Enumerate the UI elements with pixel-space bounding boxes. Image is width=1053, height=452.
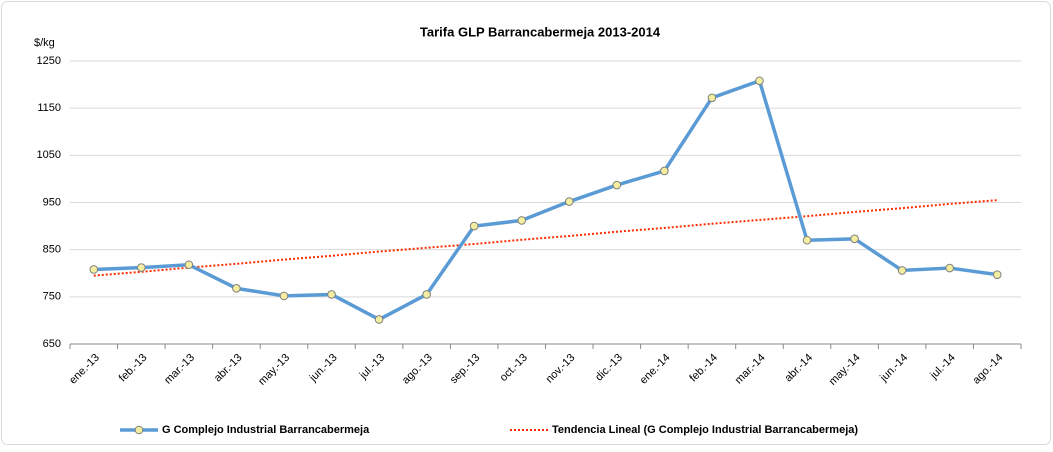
y-tick-label: 850 [43,244,61,256]
legend-label: G Complejo Industrial Barrancabermeja [162,424,370,436]
point [802,235,812,245]
point [707,93,717,103]
point [564,197,574,206]
point [232,284,241,293]
point [945,263,954,273]
chart-title: Tarifa GLP Barrancabermeja 2013-2014 [420,24,661,39]
legend-label: Tendencia Lineal (G Complejo Industrial … [552,424,858,436]
chart-border [1,1,1051,445]
series-line [93,79,998,322]
point [327,290,336,299]
point [660,166,669,176]
point [897,266,907,275]
y-tick-label: 1050 [37,149,61,161]
point [517,216,527,225]
point [89,265,99,274]
legend-marker [134,425,144,435]
point [612,180,622,190]
y-tick-label: 1250 [37,55,61,67]
point [184,260,194,270]
point [469,221,479,231]
point [374,315,384,324]
y-tick-label: 750 [43,291,61,303]
point [137,263,146,272]
point [755,76,764,86]
point [279,291,289,301]
point [422,290,431,299]
trend-line [93,199,998,277]
y-tick-label: 1150 [37,102,61,114]
y-axis-label: $/kg [34,37,55,49]
point [850,234,859,244]
y-tick-label: 950 [43,196,61,208]
y-tick-label: 650 [43,338,61,350]
point [992,270,1002,279]
